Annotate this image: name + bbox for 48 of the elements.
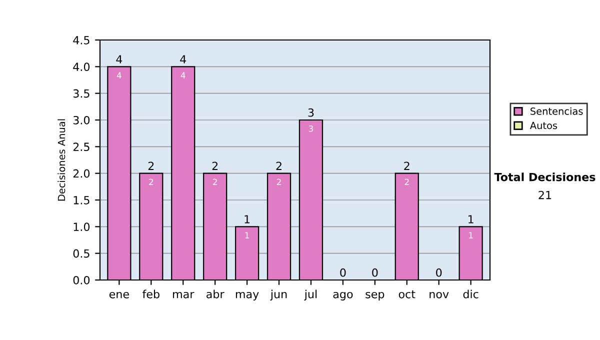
data-label: 2 xyxy=(276,178,281,185)
total-label: 0 xyxy=(372,268,378,277)
total-label: 2 xyxy=(212,162,218,170)
text: 21 xyxy=(538,190,552,200)
x-tick-label: abr xyxy=(206,290,224,298)
total-label: 4 xyxy=(180,55,186,64)
total-label: 1 xyxy=(244,215,250,224)
x-tick-label: ago xyxy=(333,292,353,300)
y-tick-label: 1.5 xyxy=(74,196,90,204)
total-label: 2 xyxy=(404,162,410,170)
y-tick-label: 3.0 xyxy=(73,116,90,124)
y-tick-label: 2.0 xyxy=(73,169,90,178)
x-tick-label: ene xyxy=(109,292,129,298)
x-tick-label: dic xyxy=(463,290,478,298)
y-tick-label: 2.5 xyxy=(73,142,90,152)
x-tick-label: mar xyxy=(173,292,194,298)
x-tick-label: may xyxy=(236,292,259,300)
x-tick-label: jun xyxy=(270,290,287,300)
total-label: 4 xyxy=(116,55,122,64)
total-label: 0 xyxy=(436,268,442,277)
total-label: 2 xyxy=(148,162,154,170)
legend-label: Sentencias xyxy=(530,107,583,115)
data-label: 2 xyxy=(213,178,217,185)
total-label: 3 xyxy=(308,108,314,117)
text: Total Decisiones xyxy=(494,172,596,182)
data-label: 2 xyxy=(149,178,153,185)
y-tick-label: 0.0 xyxy=(73,276,90,284)
y-tick-label: 3.5 xyxy=(73,89,90,98)
data-label: 3 xyxy=(308,125,313,132)
y-tick-label: 4.5 xyxy=(73,36,90,44)
data-label: 1 xyxy=(469,232,473,238)
y-axis-title: Decisiones Anual xyxy=(58,119,66,201)
x-tick-label: oct xyxy=(398,290,416,298)
data-label: 4 xyxy=(116,72,122,78)
x-tick-label: jul xyxy=(304,290,317,300)
data-label: 2 xyxy=(404,178,409,185)
data-label: 1 xyxy=(245,232,249,238)
legend-label: Autos xyxy=(530,122,558,130)
total-label: 0 xyxy=(340,268,346,277)
x-tick-label: feb xyxy=(142,290,160,298)
total-label: 1 xyxy=(468,215,474,224)
data-label: 4 xyxy=(180,72,186,78)
total-label: 2 xyxy=(276,162,282,170)
y-tick-label: 4.0 xyxy=(73,62,90,72)
x-tick-label: sep xyxy=(366,292,384,300)
y-tick-label: 0.5 xyxy=(73,249,90,258)
x-tick-label: nov xyxy=(430,292,449,298)
y-tick-label: 1.0 xyxy=(74,222,90,232)
